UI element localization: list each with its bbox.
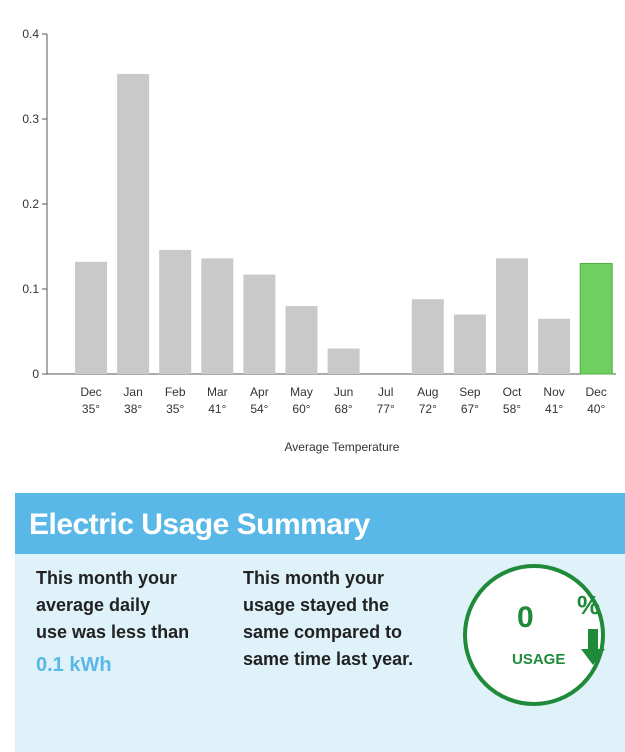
temperature-label: 35° [166, 402, 184, 416]
month-label: Mar [207, 385, 228, 399]
temperature-label: 41° [545, 402, 563, 416]
temperature-label: 60° [292, 402, 310, 416]
usage-bar-chart: 0 0.1 0.2 0.3 0.4 Dec 35° Jan 38° Feb 35° Mar 41° Ap… [22, 27, 616, 454]
bar [327, 348, 360, 374]
temperature-label: 35° [82, 402, 100, 416]
bar-current-month [579, 263, 613, 375]
month-label: Jan [123, 385, 142, 399]
month-label: Jul [378, 385, 393, 399]
month-label: Jun [334, 385, 353, 399]
temperature-label: 77° [377, 402, 395, 416]
temperature-label: 58° [503, 402, 521, 416]
down-arrow-icon [581, 629, 605, 665]
bar [496, 258, 528, 374]
temperature-label: 38° [124, 402, 142, 416]
summary-body: This month your average daily use was le… [15, 554, 625, 752]
bar [285, 306, 318, 374]
month-label: Dec [586, 385, 607, 399]
x-axis-labels: Dec 35° Jan 38° Feb 35° Mar 41° Apr 54° May 60° Jun 6… [80, 385, 607, 416]
month-label: May [290, 385, 313, 399]
comparison-line-3: same compared to [243, 622, 403, 642]
temperature-label: 72° [419, 402, 437, 416]
bars [75, 73, 613, 375]
usage-label: USAGE [512, 651, 566, 668]
month-label: Nov [543, 385, 564, 399]
percent-sign: % [577, 590, 601, 620]
bar [538, 318, 571, 374]
y-tick-label: 0 [32, 367, 39, 381]
y-tick-label: 0.4 [22, 27, 39, 41]
month-label: Oct [503, 385, 522, 399]
month-label: Dec [80, 385, 101, 399]
daily-use-value: 0.1 kWh [36, 654, 112, 676]
comparison-line-2: usage stayed the [243, 595, 390, 615]
comparison-line-1: This month your [243, 568, 384, 588]
bar [159, 249, 192, 374]
usage-change-value: 0 [517, 601, 534, 634]
bar [453, 314, 486, 374]
summary-header: Electric Usage Summary [15, 493, 625, 554]
usage-change-badge: 0 % USAGE [463, 564, 605, 706]
bar [411, 299, 444, 374]
temperature-label: 54° [250, 402, 268, 416]
bar [201, 258, 234, 374]
summary-title: Electric Usage Summary [29, 508, 370, 541]
month-label: Apr [250, 385, 269, 399]
daily-use-column: This month your average daily use was le… [36, 565, 216, 679]
daily-use-line-3: use was less than [36, 622, 190, 642]
bar [75, 261, 107, 374]
temperature-label: 68° [335, 402, 353, 416]
x-axis-title: Average Temperature [285, 440, 400, 454]
y-tick-label: 0.2 [22, 197, 39, 211]
comparison-column: This month your usage stayed the same co… [243, 565, 443, 673]
temperature-label: 67° [461, 402, 479, 416]
bar [243, 274, 276, 374]
comparison-line-4: same time last year. [243, 649, 414, 669]
daily-use-line-1: This month your [36, 568, 177, 588]
y-tick-label: 0.1 [22, 282, 39, 296]
month-label: Sep [459, 385, 481, 399]
temperature-label: 40° [587, 402, 605, 416]
temperature-label: 41° [208, 402, 226, 416]
electric-usage-summary: Electric Usage Summary This month your a… [15, 493, 625, 752]
month-label: Feb [165, 385, 186, 399]
month-label: Aug [417, 385, 438, 399]
bar [117, 73, 150, 374]
y-tick-label: 0.3 [22, 112, 39, 126]
daily-use-line-2: average daily [36, 595, 151, 615]
